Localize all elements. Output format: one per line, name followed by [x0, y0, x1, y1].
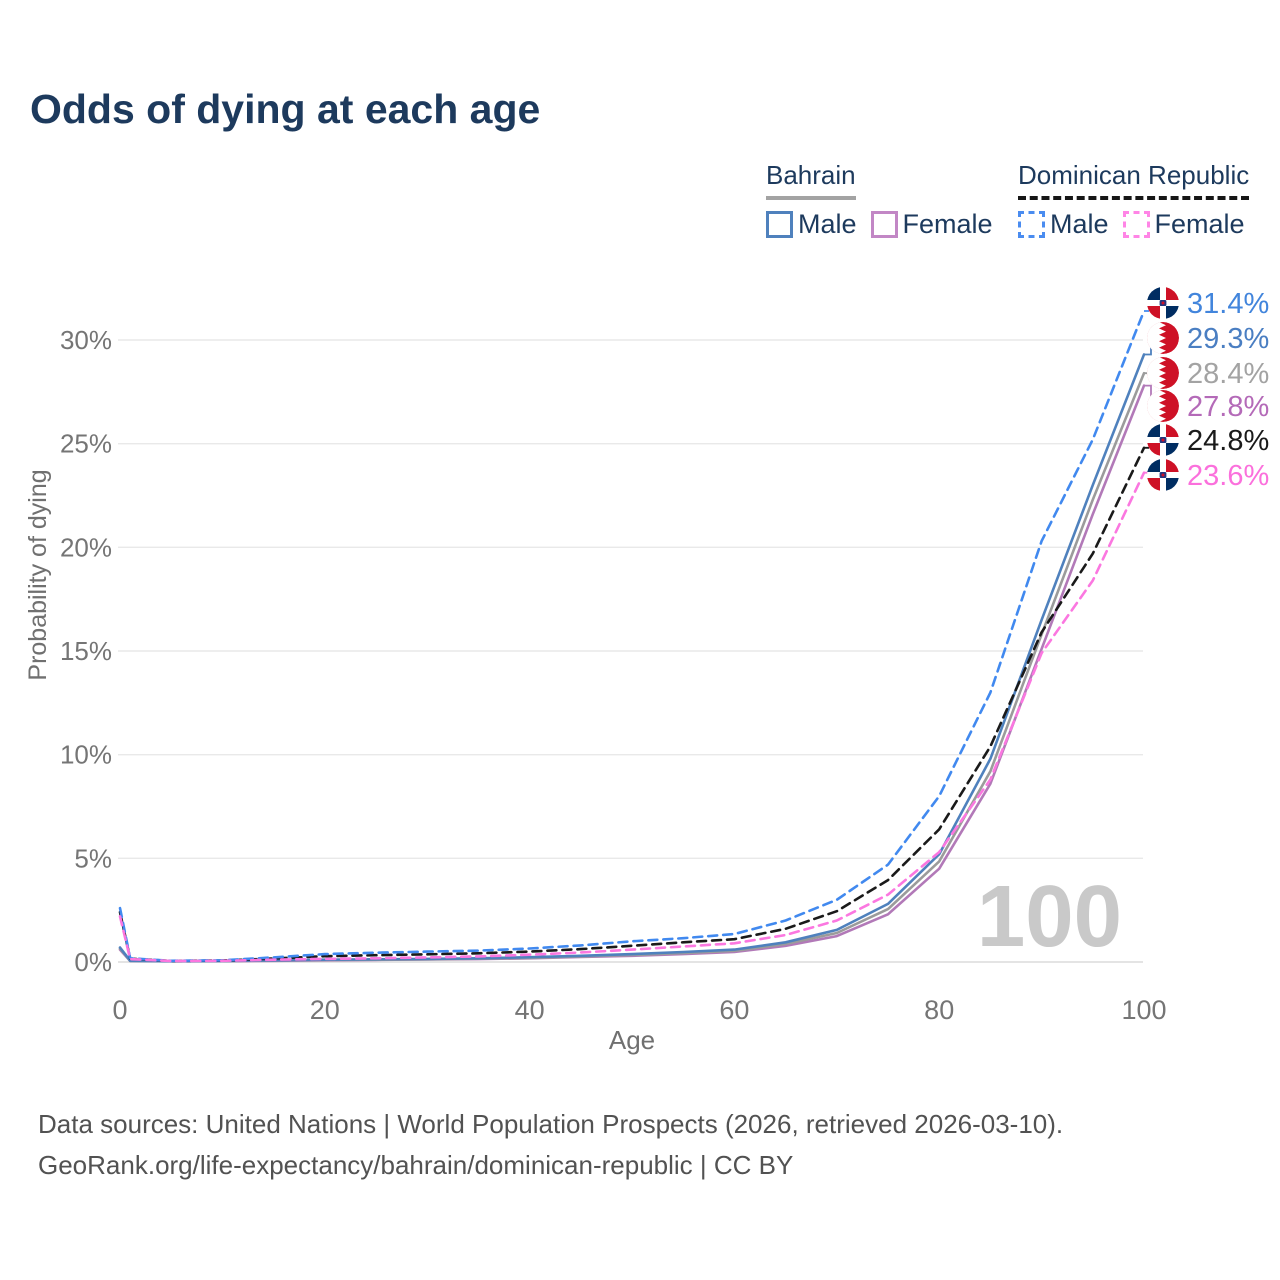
legend-item-bahrain-female[interactable]: Female: [870, 209, 993, 240]
flag-emblem-dot: [1161, 301, 1165, 305]
legend-label-dominican-female: Female: [1154, 209, 1245, 239]
end-label-dominican-male: 31.4%: [1187, 288, 1269, 320]
flag-q3: [1147, 478, 1160, 491]
end-label-bahrain-female: 27.8%: [1187, 391, 1269, 423]
y-tick-label-25: 25%: [60, 429, 112, 459]
y-tick-label-20: 20%: [60, 532, 112, 562]
legend-country-bahrain[interactable]: Bahrain: [766, 160, 856, 200]
legend-label-bahrain-male: Male: [798, 209, 857, 239]
dominican-republic-flag-icon: [1147, 459, 1179, 491]
bahrain-male-swatch: [766, 211, 793, 238]
flag-emblem-dot: [1161, 473, 1165, 477]
dominican-female-swatch: [1122, 211, 1150, 238]
dominican-republic-flag-icon: [1147, 424, 1179, 456]
end-label-dominican-female: 23.6%: [1187, 460, 1269, 492]
legend-label-dominican-male: Male: [1050, 209, 1109, 239]
dominican-male-swatch: [1018, 211, 1045, 238]
y-tick-label-10: 10%: [60, 740, 112, 770]
y-tick-label-0: 0%: [74, 947, 112, 977]
flag-q1: [1147, 459, 1160, 472]
legend-country-dominican-republic[interactable]: Dominican Republic: [1018, 160, 1250, 200]
flag-q2: [1166, 287, 1179, 300]
flag-serration: [1147, 390, 1166, 422]
footer-attribution: GeoRank.org/life-expectancy/bahrain/domi…: [38, 1150, 794, 1180]
flag-q3: [1147, 443, 1160, 456]
footer-data-sources: Data sources: United Nations | World Pop…: [38, 1109, 1064, 1139]
x-tick-label-40: 40: [515, 995, 545, 1025]
y-tick-label-5: 5%: [74, 843, 112, 873]
flag-q2: [1166, 424, 1179, 437]
flag-q1: [1147, 424, 1160, 437]
x-tick-label-100: 100: [1121, 995, 1166, 1025]
x-tick-label-60: 60: [719, 995, 749, 1025]
age-watermark: 100: [977, 868, 1122, 965]
legend-item-dominican-male[interactable]: Male: [1018, 209, 1109, 240]
legend-group-dominican-republic: Dominican Republic Male Female: [1018, 160, 1250, 240]
x-tick-label-80: 80: [924, 995, 954, 1025]
series-line-dominican-male: [118, 309, 1146, 963]
x-tick-label-0: 0: [112, 995, 127, 1025]
flag-q4: [1166, 478, 1179, 491]
end-label-bahrain-combined: 28.4%: [1187, 358, 1269, 390]
bahrain-female-swatch: [870, 211, 898, 238]
y-tick-label-15: 15%: [60, 636, 112, 666]
legend-item-bahrain-male[interactable]: Male: [766, 209, 857, 240]
legend-label-bahrain-female: Female: [902, 209, 993, 239]
end-label-dominican-combined: 24.8%: [1187, 425, 1269, 457]
flag-serration: [1147, 322, 1166, 354]
bahrain-flag-icon: [1147, 390, 1179, 422]
footer: Data sources: United Nations | World Pop…: [38, 1104, 1188, 1186]
end-label-bahrain-male: 29.3%: [1187, 323, 1269, 355]
dominican-republic-flag-icon: [1147, 287, 1179, 319]
legend-group-bahrain: Bahrain Male Female: [766, 160, 993, 240]
legend-item-dominican-female[interactable]: Female: [1122, 209, 1245, 240]
series-line-dominican-female: [118, 471, 1146, 963]
flag-q3: [1147, 306, 1160, 319]
flag-emblem-dot: [1161, 438, 1165, 442]
flag-q4: [1166, 306, 1179, 319]
flag-q1: [1147, 287, 1160, 300]
x-axis-title: Age: [609, 1025, 655, 1055]
bahrain-flag-icon: [1147, 357, 1179, 389]
flag-q2: [1166, 459, 1179, 472]
page-title: Odds of dying at each age: [30, 86, 541, 132]
y-tick-label-30: 30%: [60, 325, 112, 355]
y-axis-title: Probability of dying: [24, 469, 52, 680]
bahrain-flag-icon: [1147, 322, 1179, 354]
x-tick-label-20: 20: [310, 995, 340, 1025]
flag-q4: [1166, 443, 1179, 456]
flag-serration: [1147, 357, 1166, 389]
